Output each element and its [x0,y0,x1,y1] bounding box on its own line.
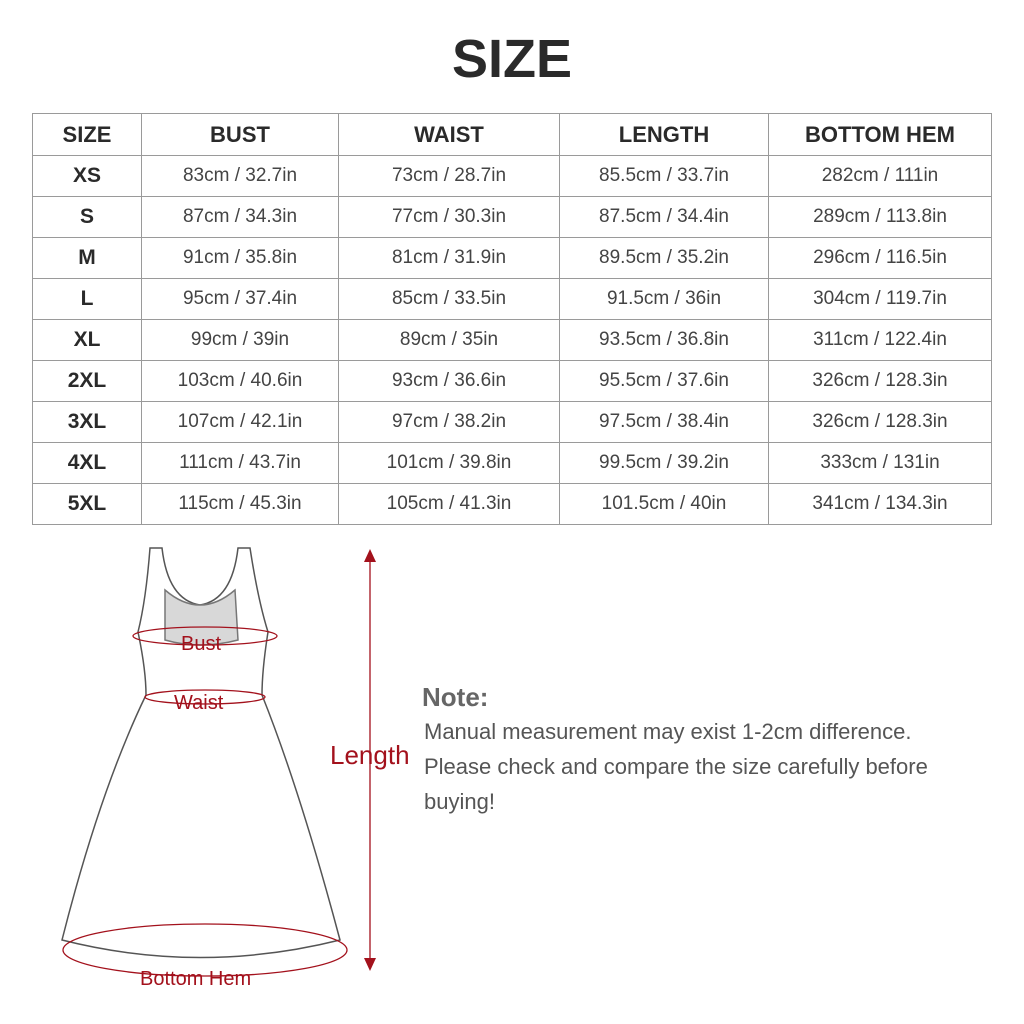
note-line: Manual measurement may exist 1-2cm diffe… [424,719,912,744]
measurement-cell: 93cm / 36.6in [338,360,560,402]
measurement-cell: 89.5cm / 35.2in [559,237,769,279]
bust-label: Bust [181,633,222,655]
measurement-cell: 99.5cm / 39.2in [559,442,769,484]
note-line: Please check and compare the size carefu… [424,754,928,814]
table-header-row: SIZE BUST WAIST LENGTH BOTTOM HEM [32,113,992,156]
waist-label: Waist [174,692,224,714]
table-row: M 91cm / 35.8in 81cm / 31.9in 89.5cm / 35.2… [32,237,992,279]
size-cell: XS [32,155,142,197]
note-body: Manual measurement may exist 1-2cm diffe… [424,714,1004,819]
measurement-cell: 89cm / 35in [338,319,560,361]
dress-outline [61,547,341,959]
measurement-cell: 95cm / 37.4in [141,278,339,320]
header-waist: WAIST [338,113,560,156]
note-title: Note: [422,682,489,712]
measurement-cell: 103cm / 40.6in [141,360,339,402]
measurement-cell: 87cm / 34.3in [141,196,339,238]
measurement-cell: 115cm / 45.3in [141,483,339,525]
table-row: XS 83cm / 32.7in 73cm / 28.7in 85.5cm / 33.… [32,155,992,197]
measurement-cell: 85cm / 33.5in [338,278,560,320]
header-size: SIZE [32,113,142,156]
measurement-cell: 85.5cm / 33.7in [559,155,769,197]
dress-diagram [61,547,376,977]
measurement-cell: 311cm / 122.4in [768,319,992,361]
measurement-cell: 97.5cm / 38.4in [559,401,769,443]
hem-guide [62,923,348,977]
measurement-cell: 101.5cm / 40in [559,483,769,525]
measurement-cell: 101cm / 39.8in [338,442,560,484]
measurement-cell: 83cm / 32.7in [141,155,339,197]
table-row: XL 99cm / 39in 89cm / 35in 93.5cm / 36.8in 3… [32,319,992,361]
measurement-cell: 73cm / 28.7in [338,155,560,197]
measurement-cell: 81cm / 31.9in [338,237,560,279]
measurement-cell: 296cm / 116.5in [768,237,992,279]
measurement-cell: 304cm / 119.7in [768,278,992,320]
measurement-cell: 95.5cm / 37.6in [559,360,769,402]
measurement-cell: 289cm / 113.8in [768,196,992,238]
table-row: 3XL 107cm / 42.1in 97cm / 38.2in 97.5cm / 3… [32,401,992,443]
table-row: 4XL 111cm / 43.7in 101cm / 39.8in 99.5cm / … [32,442,992,484]
table-row: S 87cm / 34.3in 77cm / 30.3in 87.5cm / 34.4… [32,196,992,238]
measurement-cell: 93.5cm / 36.8in [559,319,769,361]
header-length: LENGTH [559,113,769,156]
measurement-cell: 326cm / 128.3in [768,360,992,402]
length-label: Length [330,740,410,770]
size-cell: S [32,196,142,238]
measurement-cell: 111cm / 43.7in [141,442,339,484]
size-cell: 4XL [32,442,142,484]
table-row: L 95cm / 37.4in 85cm / 33.5in 91.5cm / 36in… [32,278,992,320]
measurement-cell: 91.5cm / 36in [559,278,769,320]
measurement-cell: 333cm / 131in [768,442,992,484]
arrow-up-icon [364,549,376,562]
measurement-cell: 91cm / 35.8in [141,237,339,279]
size-table: SIZE BUST WAIST LENGTH BOTTOM HEM XS 83cm… [32,113,992,525]
arrow-down-icon [364,958,376,971]
bust-guide [132,626,278,646]
size-cell: 2XL [32,360,142,402]
header-bottom-hem: BOTTOM HEM [768,113,992,156]
size-cell: M [32,237,142,279]
measurement-cell: 107cm / 42.1in [141,401,339,443]
bottom-hem-label: Bottom Hem [140,968,252,990]
measurement-cell: 326cm / 128.3in [768,401,992,443]
page-title: SIZE [451,29,573,89]
table-row: 2XL 103cm / 40.6in 93cm / 36.6in 95.5cm / 3… [32,360,992,402]
measurement-cell: 97cm / 38.2in [338,401,560,443]
measurement-cell: 282cm / 111in [768,155,992,197]
size-cell: XL [32,319,142,361]
size-cell: L [32,278,142,320]
size-cell: 3XL [32,401,142,443]
measurement-cell: 87.5cm / 34.4in [559,196,769,238]
size-cell: 5XL [32,483,142,525]
measure-guides [62,556,371,977]
waist-guide [144,689,266,705]
table-row: 5XL 115cm / 45.3in 105cm / 41.3in 101.5cm /… [32,483,992,525]
measurement-cell: 105cm / 41.3in [338,483,560,525]
header-bust: BUST [141,113,339,156]
measurement-cell: 341cm / 134.3in [768,483,992,525]
measurement-cell: 77cm / 30.3in [338,196,560,238]
measurement-cell: 99cm / 39in [141,319,339,361]
